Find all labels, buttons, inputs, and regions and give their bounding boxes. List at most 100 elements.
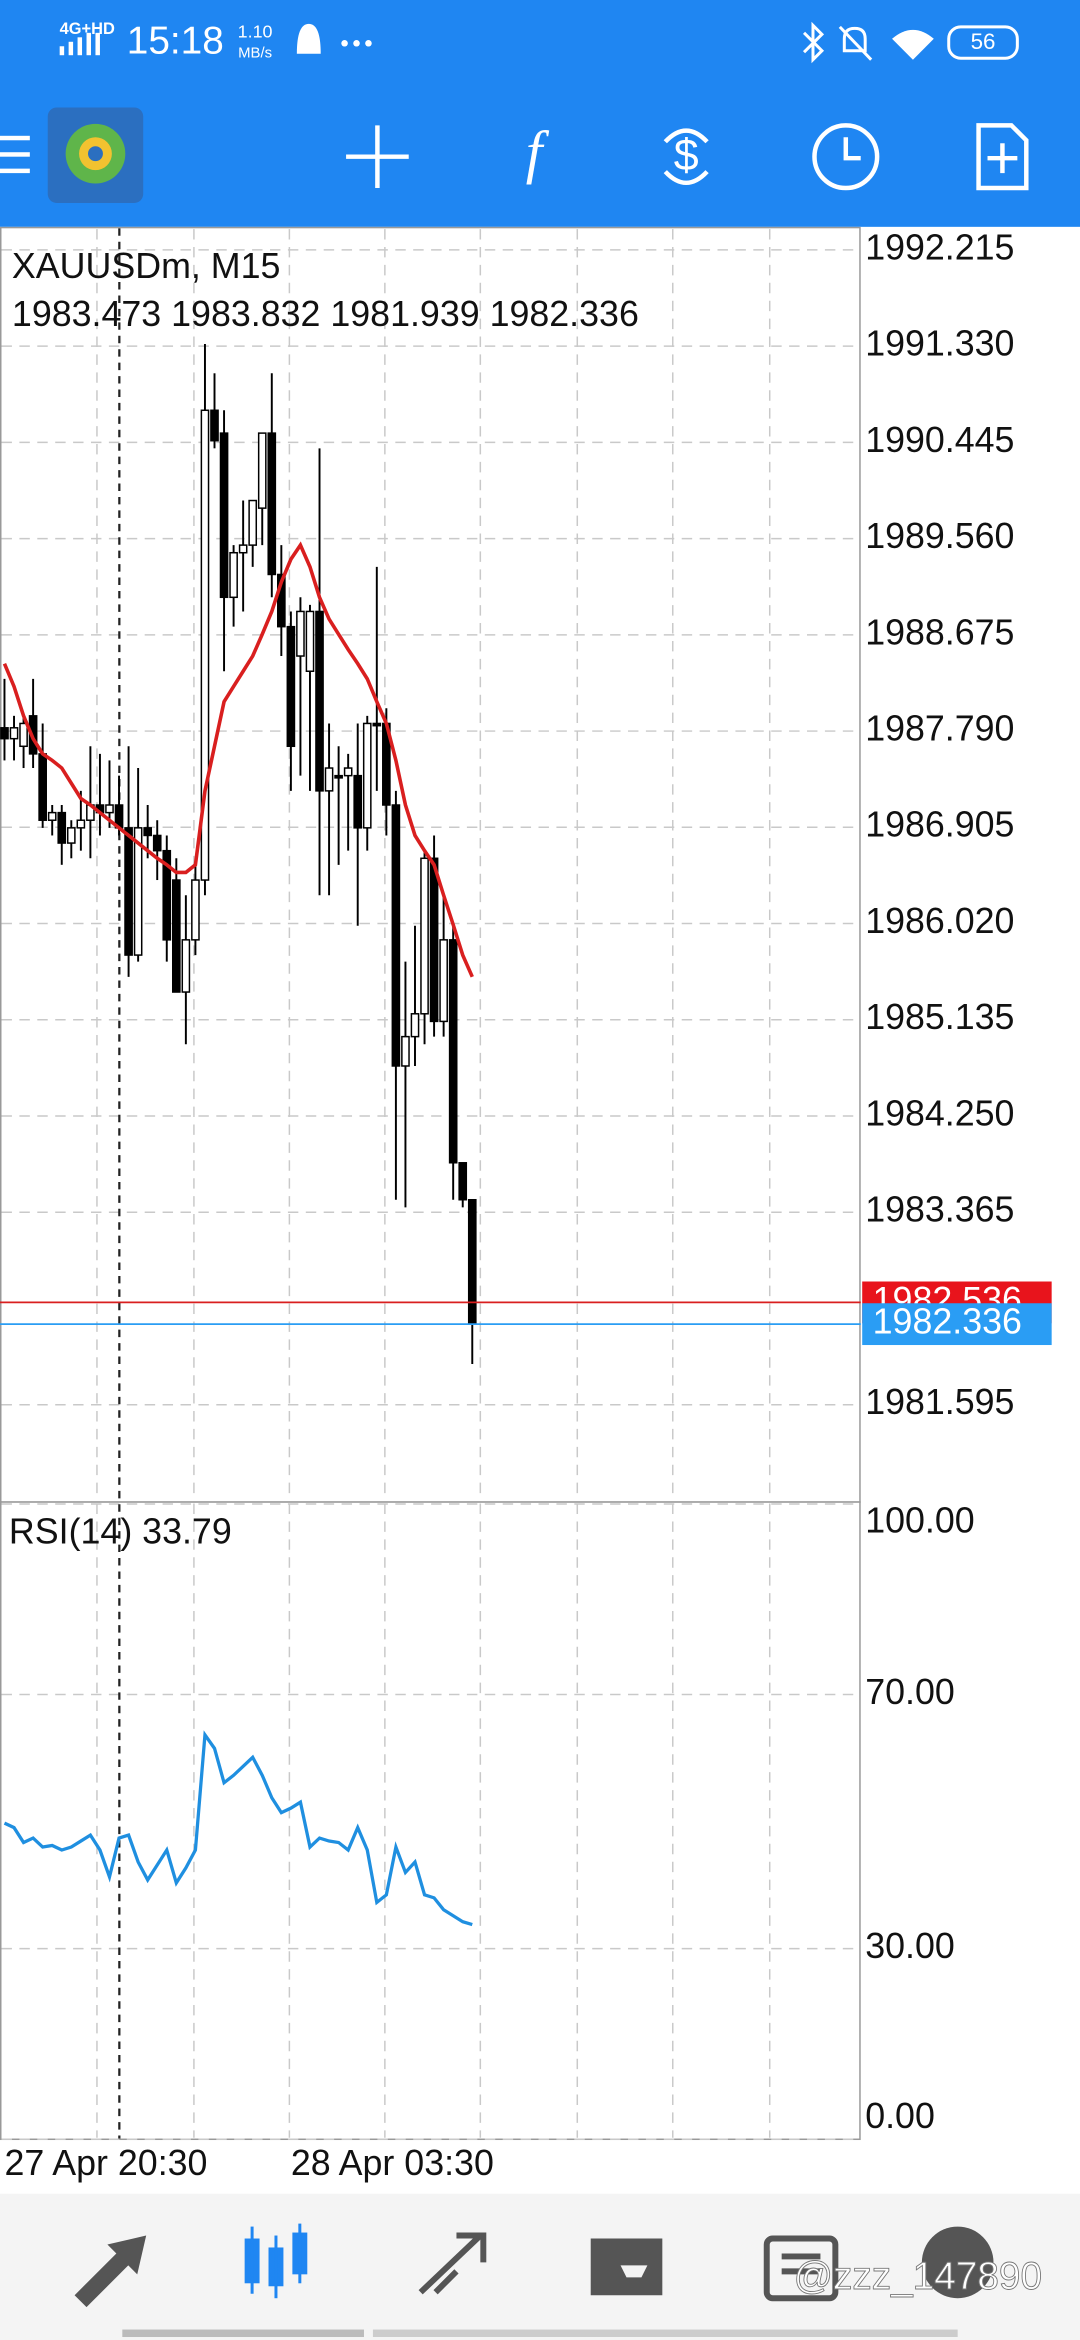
x-tick-label: 28 Apr 03:30 <box>291 2143 494 2183</box>
candle-body <box>38 753 47 821</box>
candle-body <box>401 1035 410 1067</box>
candle-body <box>315 610 324 792</box>
trade-tab[interactable] <box>418 2232 487 2295</box>
candle-body <box>391 804 401 1067</box>
candle-body <box>181 939 191 993</box>
y-tick-label: 1986.905 <box>865 805 1014 845</box>
app-logo[interactable] <box>47 107 144 203</box>
rsi-line <box>3 1730 473 1927</box>
mute-icon <box>838 25 873 61</box>
history-tab[interactable] <box>590 2238 663 2296</box>
bid-label-box <box>862 1303 1052 1346</box>
candle-body <box>210 409 219 442</box>
net-speed-unit: MB/s <box>238 45 272 62</box>
candle-body <box>57 811 67 844</box>
candle-body <box>191 879 200 941</box>
chart-tab[interactable] <box>244 2223 308 2299</box>
candle-body <box>19 722 28 748</box>
candle-body <box>171 879 181 993</box>
candle-body <box>410 1013 420 1038</box>
candle-body <box>467 1198 477 1325</box>
moving-average <box>2 541 474 978</box>
news-tab[interactable] <box>763 2235 839 2302</box>
nav-indicator <box>122 2329 364 2338</box>
network: 4G+HD <box>60 20 115 38</box>
chat-tab[interactable] <box>921 2226 994 2299</box>
bottom-nav <box>0 2193 1080 2340</box>
new-order-button[interactable] <box>976 123 1029 191</box>
y-tick-label: 100.00 <box>865 1500 974 1540</box>
candle-body <box>448 939 458 1164</box>
net-speed: 1.10 <box>238 22 273 42</box>
candle-body <box>362 722 372 829</box>
wifi-icon <box>892 29 934 60</box>
nav-indicator <box>372 2329 958 2338</box>
candle-body <box>334 774 343 779</box>
y-tick-label: 1981.595 <box>865 1382 1014 1422</box>
candle-body <box>0 727 9 740</box>
qq-icon <box>296 23 321 54</box>
candle-body <box>324 767 334 792</box>
candle-body <box>353 774 363 829</box>
signal-icon <box>59 32 100 56</box>
x-tick-label: 27 Apr 20:30 <box>4 2143 207 2183</box>
y-tick-label: 0.00 <box>865 2096 935 2136</box>
y-tick-label: 1991.330 <box>865 324 1014 364</box>
candle-body <box>162 849 172 941</box>
bluetooth-icon <box>802 21 825 64</box>
more-icon <box>341 39 372 47</box>
watermark: @zzz_147890 <box>794 2255 1042 2298</box>
battery-icon <box>947 25 1019 60</box>
y-tick-label: 1983.365 <box>865 1190 1014 1230</box>
candle-body <box>277 573 286 628</box>
clock: 15:18 <box>127 20 224 63</box>
candle-body <box>229 551 238 599</box>
candle-body <box>286 625 296 748</box>
candle-body <box>219 432 229 599</box>
candle-body <box>124 827 133 956</box>
candle-body <box>76 819 86 829</box>
candle-body <box>133 827 143 956</box>
candle-body <box>305 610 315 672</box>
candle-body <box>143 827 153 837</box>
candle-body <box>9 727 19 740</box>
svg-text:$: $ <box>674 130 699 180</box>
candle-body <box>372 722 382 727</box>
battery-level: 56 <box>971 29 996 54</box>
rsi-panel <box>0 1501 861 2141</box>
y-tick-label: 1988.675 <box>865 612 1014 652</box>
candle-body <box>238 544 248 554</box>
quotes-tab[interactable] <box>74 2235 147 2308</box>
trade-button[interactable]: $ <box>663 128 709 186</box>
candle-body <box>200 409 210 881</box>
candle-body <box>439 939 448 1023</box>
y-tick-label: 1990.445 <box>865 420 1014 460</box>
y-tick-label: 1989.560 <box>865 516 1014 556</box>
y-tick-label: 1987.790 <box>865 709 1014 749</box>
candle-body <box>47 811 57 821</box>
timeframe-button[interactable] <box>812 123 880 191</box>
candle-body <box>343 767 353 777</box>
rsi-title: RSI(14) 33.79 <box>9 1512 232 1552</box>
ohlc-label: 1983.473 1983.832 1981.939 1982.336 <box>12 294 639 334</box>
menu-button[interactable] <box>0 135 30 174</box>
y-tick-label: 1986.020 <box>865 901 1014 941</box>
y-tick-label: 30.00 <box>865 1926 955 1966</box>
y-tick-label: 1985.135 <box>865 997 1014 1037</box>
candle-body <box>66 827 76 844</box>
crosshair-button[interactable] <box>346 125 409 189</box>
candle-body <box>248 499 258 546</box>
candle-body <box>267 432 277 576</box>
candle-body <box>296 610 305 657</box>
candle-body <box>152 834 162 852</box>
candle-body <box>420 857 429 1015</box>
symbol-label: XAUUSDm, M15 <box>12 246 280 286</box>
candle-body <box>257 432 267 509</box>
candle-body <box>429 857 439 1023</box>
bid-label: 1982.336 <box>873 1302 1022 1342</box>
candle-body <box>458 1162 468 1201</box>
y-tick-label: 70.00 <box>865 1672 955 1712</box>
y-tick-label: 1992.215 <box>865 227 1014 267</box>
y-tick-label: 1984.250 <box>865 1093 1014 1133</box>
